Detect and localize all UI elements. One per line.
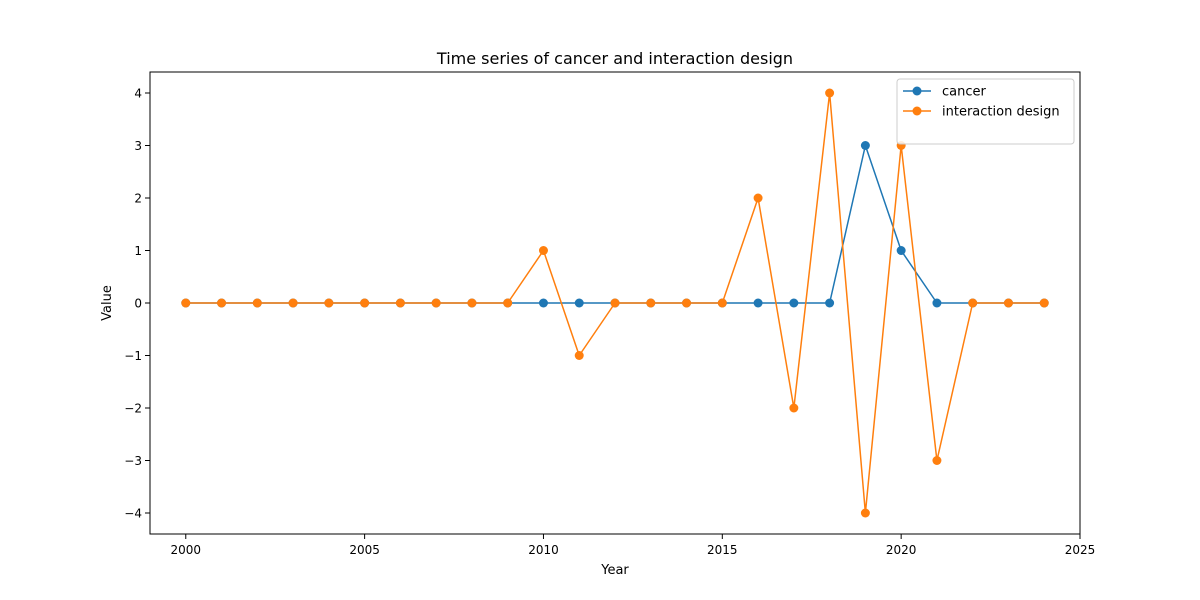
- x-axis: 2000 2005 2010 2015 2020 2025: [170, 534, 1095, 557]
- legend: cancer interaction design: [896, 78, 1075, 145]
- data-point-cancer: [932, 298, 942, 308]
- legend-marker-interaction-design: [912, 106, 922, 116]
- data-point-interaction-design: [395, 298, 405, 308]
- data-point-cancer: [574, 298, 584, 308]
- y-tick-label: 1: [134, 244, 142, 258]
- data-point-interaction-design: [360, 298, 370, 308]
- data-point-interaction-design: [646, 298, 656, 308]
- data-point-interaction-design: [789, 403, 799, 413]
- x-tick-label: 2010: [528, 543, 559, 557]
- data-point-cancer: [753, 298, 763, 308]
- data-point-interaction-design: [1003, 298, 1013, 308]
- data-point-interaction-design: [538, 246, 548, 255]
- x-axis-label: Year: [600, 563, 629, 578]
- data-point-cancer: [538, 298, 548, 308]
- data-point-interaction-design: [1039, 298, 1049, 308]
- x-tick-label: 2000: [170, 543, 201, 557]
- y-tick-label: −4: [124, 507, 142, 521]
- y-tick-label: 3: [134, 139, 142, 153]
- data-point-interaction-design: [324, 298, 334, 308]
- plot-area: [181, 88, 1049, 518]
- data-point-interaction-design: [825, 88, 835, 98]
- x-tick-label: 2025: [1065, 543, 1096, 557]
- legend-label-interaction-design: interaction design: [942, 105, 1060, 120]
- data-point-interaction-design: [574, 351, 584, 360]
- data-point-interaction-design: [217, 298, 227, 308]
- data-point-interaction-design: [753, 193, 763, 203]
- data-point-interaction-design: [932, 456, 942, 465]
- y-tick-label: −2: [124, 402, 142, 416]
- y-tick-label: 0: [134, 297, 142, 311]
- data-point-cancer: [860, 141, 870, 150]
- y-tick-label: 2: [134, 192, 142, 206]
- legend-box: [896, 78, 1075, 145]
- y-axis-label: Value: [100, 285, 115, 321]
- x-tick-label: 2015: [707, 543, 738, 557]
- data-point-interaction-design: [610, 298, 620, 308]
- x-tick-label: 2005: [349, 543, 380, 557]
- legend-marker-cancer: [912, 86, 922, 96]
- y-tick-label: 4: [134, 87, 142, 101]
- data-point-interaction-design: [467, 298, 477, 308]
- legend-label-cancer: cancer: [942, 85, 986, 100]
- data-point-interaction-design: [431, 298, 441, 308]
- data-point-interaction-design: [252, 298, 262, 308]
- data-point-interaction-design: [717, 298, 727, 308]
- data-point-interaction-design: [181, 298, 191, 308]
- y-tick-label: −1: [124, 349, 142, 363]
- data-point-cancer: [789, 298, 799, 308]
- data-point-interaction-design: [288, 298, 298, 308]
- data-point-cancer: [896, 246, 906, 255]
- y-axis: −4 −3 −2 −1 0 1 2 3 4: [124, 87, 150, 521]
- data-point-interaction-design: [682, 298, 692, 308]
- data-point-cancer: [825, 298, 835, 308]
- y-tick-label: −3: [124, 454, 142, 468]
- data-point-interaction-design: [860, 508, 870, 518]
- data-point-interaction-design: [968, 298, 978, 308]
- data-point-interaction-design: [503, 298, 513, 308]
- x-tick-label: 2020: [886, 543, 917, 557]
- chart-title: Time series of cancer and interaction de…: [436, 49, 793, 68]
